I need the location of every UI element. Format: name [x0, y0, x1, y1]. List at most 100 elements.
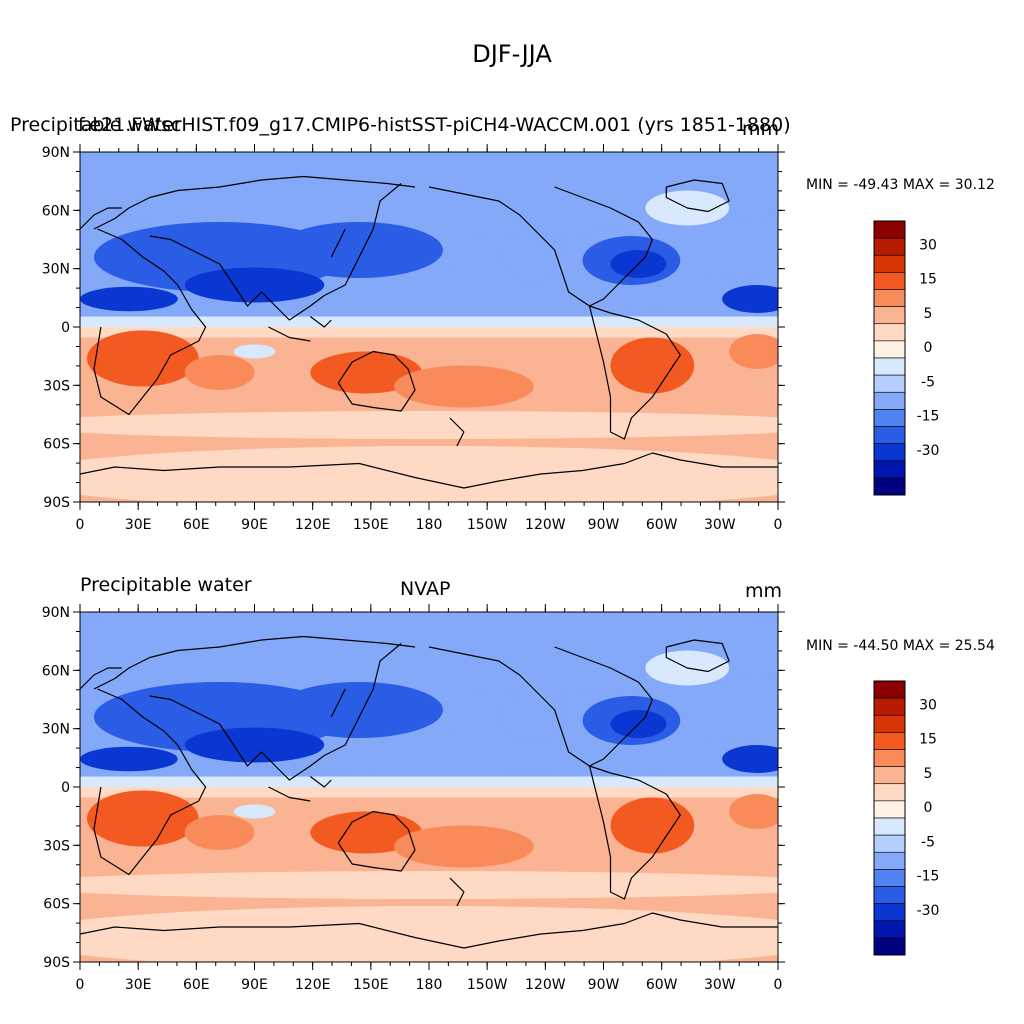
colorbar-label: -15 — [917, 409, 940, 425]
colorbar-swatch — [873, 237, 906, 256]
field-patch — [275, 682, 443, 738]
panel2-minmax: MIN = -44.50 MAX = 25.54 — [806, 638, 995, 654]
lat-tick-label: 0 — [61, 320, 70, 336]
colorbar-label: 15 — [919, 272, 937, 288]
colorbar-swatch — [873, 477, 906, 496]
panel1-left-label: Precipitable water — [10, 114, 182, 136]
panel1-minmax: MIN = -49.43 MAX = 30.12 — [806, 177, 995, 193]
coastline — [93, 688, 207, 876]
panel2-source-label: NVAP — [400, 578, 451, 600]
field-patch — [275, 222, 443, 278]
colorbar-label: 5 — [924, 766, 933, 782]
coastline — [80, 452, 778, 489]
colorbar-label: -30 — [917, 443, 940, 459]
colorbar-swatch — [873, 323, 906, 342]
colorbar-swatch — [873, 937, 906, 956]
colorbar-swatch — [873, 374, 906, 393]
lat-tick-label: 90S — [43, 955, 70, 971]
coastline — [337, 810, 416, 872]
colorbar-swatch — [873, 289, 906, 307]
coastline — [428, 646, 654, 767]
field-patch — [233, 804, 276, 819]
field-patch — [610, 337, 695, 394]
coastline — [268, 786, 311, 802]
colorbar-label: 5 — [924, 306, 933, 322]
colorbar-swatch — [873, 783, 906, 802]
lon-tick-label: 30W — [704, 517, 736, 533]
lat-tick-label: 30S — [43, 838, 70, 854]
colorbar-swatch — [873, 766, 906, 785]
lon-tick-label: 150E — [353, 977, 389, 993]
colorbar-frame — [873, 680, 906, 956]
field-patch — [498, 692, 569, 742]
colorbar-swatch — [873, 409, 906, 427]
coastline — [665, 179, 730, 213]
figure-title: DJF-JJA — [472, 40, 552, 68]
lon-tick-label: 30W — [704, 977, 736, 993]
colorbar-label: -5 — [921, 374, 935, 390]
colorbar-swatch — [873, 817, 906, 836]
lon-tick-label: 150W — [467, 517, 508, 533]
colorbar-swatch — [873, 903, 906, 922]
colorbar-swatch — [873, 426, 906, 444]
lon-tick-label: 30E — [125, 517, 152, 533]
field-patch — [86, 790, 199, 847]
field-patch — [610, 797, 695, 854]
lon-tick-label: 90W — [588, 517, 620, 533]
colorbar-swatch — [873, 869, 906, 887]
coastline — [309, 316, 332, 328]
lon-tick-label: 90E — [241, 517, 268, 533]
lon-tick-label: 150W — [467, 977, 508, 993]
lon-tick-label: 120E — [295, 977, 331, 993]
lon-tick-label: 120W — [525, 977, 566, 993]
field-patch — [80, 612, 778, 696]
colorbar-swatch — [873, 920, 906, 939]
lat-tick-label: 30S — [43, 378, 70, 394]
field-patch — [729, 334, 778, 369]
coastline — [309, 776, 332, 788]
colorbar-swatch — [873, 272, 906, 290]
lon-tick-label: 180 — [416, 517, 443, 533]
coastline — [449, 417, 465, 447]
lat-tick-label: 30N — [42, 722, 70, 738]
colorbar-swatch — [873, 220, 906, 239]
lon-tick-label: 60W — [646, 977, 678, 993]
coastline — [588, 305, 681, 440]
colorbar-swatch — [873, 714, 906, 733]
coastline — [149, 183, 402, 321]
field-patch — [394, 365, 534, 408]
field-patch — [310, 351, 423, 394]
field-patch — [86, 330, 199, 387]
colorbar-swatch — [873, 749, 906, 767]
field-patch — [722, 745, 778, 773]
field-patch — [80, 746, 178, 772]
field-equator-band-pos — [80, 327, 778, 338]
coastline — [588, 765, 681, 900]
colorbar-swatch — [873, 391, 906, 410]
panel1-units: mm — [742, 118, 780, 140]
lon-tick-label: 0 — [76, 977, 85, 993]
coastline — [93, 228, 207, 416]
map-field-panel-2 — [80, 612, 778, 962]
field-patch — [80, 446, 778, 502]
field-patch — [184, 727, 325, 763]
coastline — [268, 326, 311, 342]
colorbar-swatch — [873, 851, 906, 870]
field-patch — [184, 815, 255, 850]
field-patch — [80, 152, 778, 236]
lat-tick-label: 0 — [61, 780, 70, 796]
lat-tick-label: 90N — [42, 145, 70, 161]
coastline — [330, 228, 346, 258]
lon-tick-label: 0 — [774, 977, 783, 993]
colorbar-swatch — [873, 306, 906, 325]
coastline — [80, 667, 122, 690]
lon-tick-label: 60W — [646, 517, 678, 533]
lat-tick-label: 90N — [42, 605, 70, 621]
colorbar-swatch — [873, 460, 906, 479]
lat-tick-label: 60S — [43, 437, 70, 453]
coastline — [428, 186, 654, 307]
lat-tick-label: 30N — [42, 262, 70, 278]
field-patch — [498, 232, 569, 282]
coastline — [80, 207, 122, 230]
lon-tick-label: 0 — [774, 517, 783, 533]
